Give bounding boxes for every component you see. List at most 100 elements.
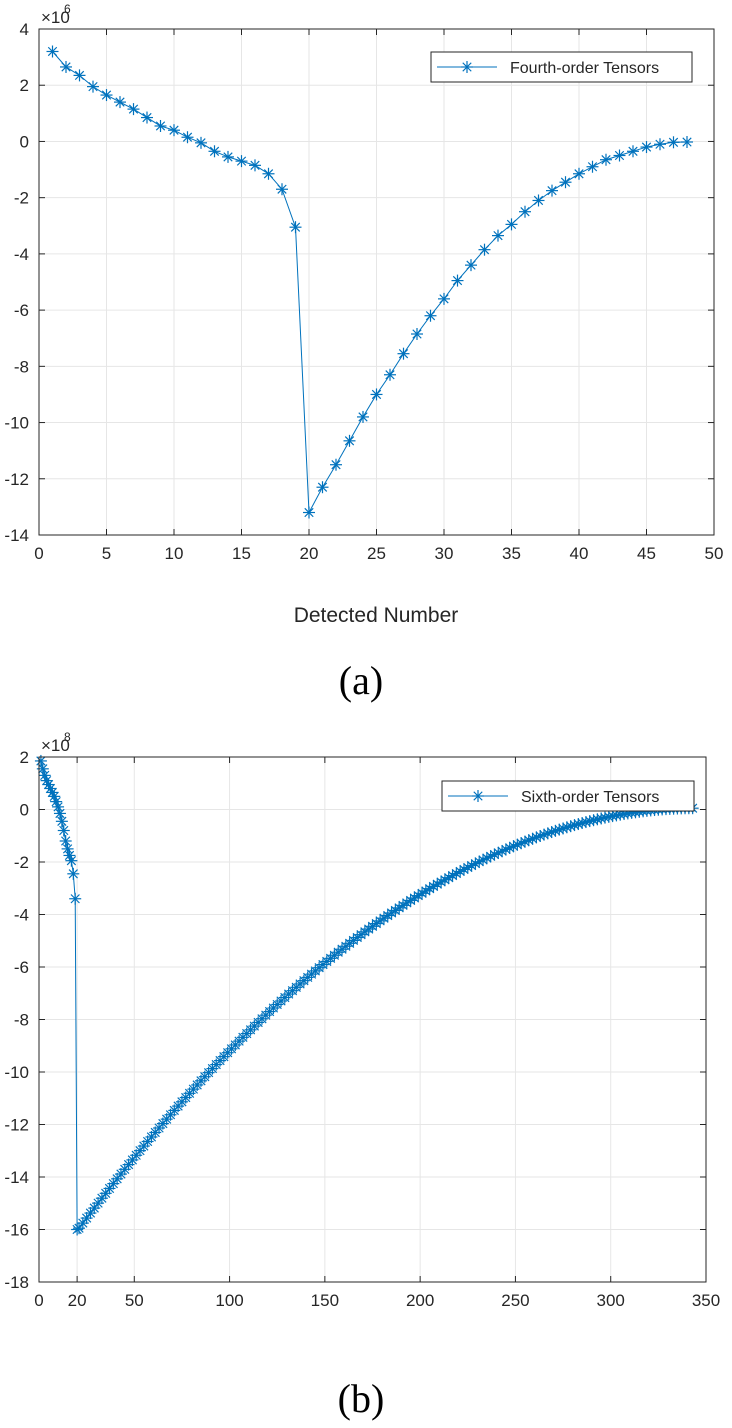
data-point — [53, 807, 66, 820]
y-tick-label: -6 — [14, 958, 29, 977]
data-point — [67, 867, 80, 880]
data-point — [60, 60, 72, 73]
x-tick-label: 10 — [165, 544, 184, 563]
x-tick-label: 0 — [34, 544, 43, 563]
x-tick-label: 20 — [300, 544, 319, 563]
data-point — [613, 149, 626, 162]
data-point — [127, 103, 140, 116]
data-point — [357, 410, 369, 423]
data-point — [546, 184, 558, 197]
data-point — [559, 176, 572, 189]
data-point — [303, 506, 315, 519]
data-point — [343, 434, 356, 447]
y-tick-label: 0 — [20, 132, 29, 151]
data-point — [181, 131, 194, 144]
data-point — [55, 815, 68, 828]
data-point — [168, 124, 180, 137]
data-point — [289, 221, 302, 234]
data-point — [63, 849, 76, 862]
data-point — [519, 205, 531, 218]
data-point — [73, 69, 86, 82]
x-tick-label: 0 — [34, 1291, 43, 1310]
data-point — [222, 150, 234, 163]
data-point — [249, 159, 261, 172]
y-tick-label: -6 — [14, 301, 29, 320]
y-tick-label: -10 — [4, 414, 29, 433]
data-point — [46, 45, 59, 58]
data-point — [518, 835, 531, 848]
data-point — [505, 218, 518, 231]
chart-b-exponent-power: 8 — [64, 730, 71, 744]
y-tick-label: -4 — [14, 906, 29, 925]
data-point — [424, 309, 437, 322]
data-point — [600, 153, 612, 166]
legend-marker-icon — [472, 790, 484, 802]
x-tick-label: 35 — [502, 544, 521, 563]
chart-b-legend: Sixth-order Tensors — [441, 780, 695, 812]
data-point — [573, 167, 585, 180]
data-point — [65, 854, 78, 867]
y-tick-label: -14 — [4, 1168, 29, 1187]
y-tick-label: -16 — [4, 1221, 29, 1240]
legend-marker-icon — [461, 61, 473, 73]
x-tick-label: 250 — [501, 1291, 529, 1310]
chart-a-exponent-base: ×10 — [41, 8, 70, 27]
chart-a-panel-label: (a) — [339, 658, 383, 703]
data-point — [492, 229, 504, 242]
x-tick-label: 350 — [692, 1291, 720, 1310]
chart-b-legend-label: Sixth-order Tensors — [521, 789, 659, 806]
chart-b-legend-marker — [472, 790, 484, 802]
data-point — [208, 145, 221, 158]
data-point — [384, 368, 396, 381]
data-point — [50, 795, 63, 808]
data-point — [99, 1187, 112, 1200]
x-tick-label: 20 — [68, 1291, 87, 1310]
y-tick-label: 0 — [20, 801, 29, 820]
data-point — [681, 136, 693, 149]
y-tick-label: -8 — [14, 1011, 29, 1030]
data-point — [235, 155, 248, 168]
x-tick-label: 200 — [406, 1291, 434, 1310]
data-point — [154, 119, 167, 132]
chart-a-legend-marker — [461, 61, 473, 73]
chart-a-xlabel: Detected Number — [294, 604, 459, 627]
data-point — [316, 481, 329, 494]
data-point — [586, 160, 599, 173]
data-point — [438, 292, 450, 305]
y-tick-label: 2 — [20, 76, 29, 95]
data-point — [583, 815, 596, 828]
y-tick-label: -8 — [14, 357, 29, 376]
data-point — [88, 1202, 101, 1215]
data-point — [36, 762, 49, 775]
y-tick-label: -4 — [14, 245, 29, 264]
data-point — [627, 145, 639, 158]
y-tick-label: -18 — [4, 1273, 29, 1292]
data-point — [654, 138, 666, 151]
y-tick-label: 2 — [20, 748, 29, 767]
x-tick-label: 40 — [570, 544, 589, 563]
y-tick-label: -14 — [4, 526, 29, 545]
y-tick-label: -12 — [4, 470, 29, 489]
chart-a: 0 5 10 15 20 25 30 35 40 45 50 -14 -12 -10 -8 -6 -4 -2 0 2 4… — [4, 2, 723, 703]
data-point — [57, 824, 70, 837]
chart-a-legend: Fourth-order Tensors — [430, 51, 693, 83]
data-point — [262, 167, 275, 180]
data-point — [532, 194, 545, 207]
data-point — [362, 923, 375, 936]
chart-b: 0 20 50 100 150 200 250 300 350-18-16-14-12-10-8… — [4, 730, 720, 1421]
data-point — [330, 458, 342, 471]
x-tick-label: 150 — [311, 1291, 339, 1310]
chart-a-exponent-power: 6 — [64, 2, 71, 16]
x-tick-label: 45 — [637, 544, 656, 563]
data-point — [276, 183, 288, 196]
x-tick-label: 50 — [705, 544, 724, 563]
data-point — [69, 892, 82, 905]
x-tick-label: 50 — [125, 1291, 144, 1310]
data-point — [446, 869, 459, 882]
data-point — [370, 388, 383, 401]
data-point — [87, 80, 99, 93]
chart-a-legend-label: Fourth-order Tensors — [510, 60, 659, 77]
chart-a-series — [46, 45, 693, 519]
y-tick-label: -10 — [4, 1063, 29, 1082]
x-tick-label: 100 — [215, 1291, 243, 1310]
